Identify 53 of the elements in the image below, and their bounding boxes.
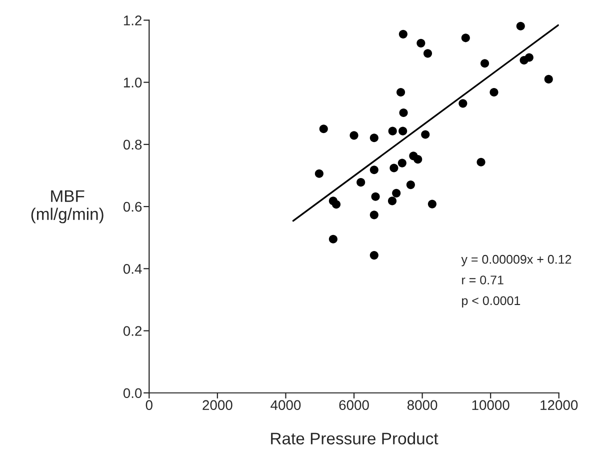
point <box>370 134 378 142</box>
point <box>544 74 553 84</box>
point <box>398 158 406 168</box>
y-tick-label: 1.2 <box>124 16 142 26</box>
point <box>461 34 470 42</box>
y-axis-title: MBF (ml/g/min) <box>31 190 104 224</box>
point <box>370 166 378 174</box>
point <box>370 251 378 260</box>
point <box>476 158 486 166</box>
point <box>524 53 534 62</box>
point <box>416 38 426 48</box>
x-tick-label: 6000 <box>339 400 369 410</box>
point <box>388 126 397 136</box>
y-tick-label: 0.0 <box>123 388 142 398</box>
y-tick-label: 1.0 <box>124 78 142 88</box>
y-tick-label: 0.4 <box>123 264 142 274</box>
point <box>392 188 401 198</box>
point <box>319 124 328 134</box>
y-tick-label: 0.6 <box>123 202 142 212</box>
point <box>398 126 408 136</box>
point <box>356 178 366 187</box>
point <box>314 169 324 178</box>
point <box>428 200 436 208</box>
point <box>458 99 468 108</box>
x-tick-label: 0 <box>146 400 152 410</box>
point <box>328 234 338 244</box>
point <box>398 30 408 38</box>
x-tick-label: 10000 <box>472 400 510 410</box>
point <box>516 22 525 30</box>
point <box>388 196 397 206</box>
point <box>390 164 398 172</box>
point <box>332 200 341 209</box>
point <box>423 49 432 58</box>
x-tick-label: 2000 <box>202 400 232 410</box>
point <box>406 180 415 190</box>
point <box>414 155 422 164</box>
annotation: r = 0.71 <box>462 276 504 284</box>
point <box>350 131 358 140</box>
x-tick-label: 4000 <box>270 400 301 410</box>
x-axis-title: Rate Pressure Product <box>271 432 438 444</box>
y-tick-label: 0.2 <box>123 326 142 336</box>
point <box>371 192 380 201</box>
annotation: p < 0.0001 <box>462 296 520 308</box>
point <box>490 88 498 97</box>
point <box>399 108 408 118</box>
point <box>370 210 378 220</box>
x-tick-label: 12000 <box>540 400 578 410</box>
point <box>396 88 406 97</box>
annotation: y = 0.00009x + 0.12 <box>461 254 572 266</box>
y-tick-label: 0.8 <box>123 140 142 150</box>
point <box>480 59 490 68</box>
point <box>421 130 430 139</box>
x-tick-label: 8000 <box>407 400 438 410</box>
